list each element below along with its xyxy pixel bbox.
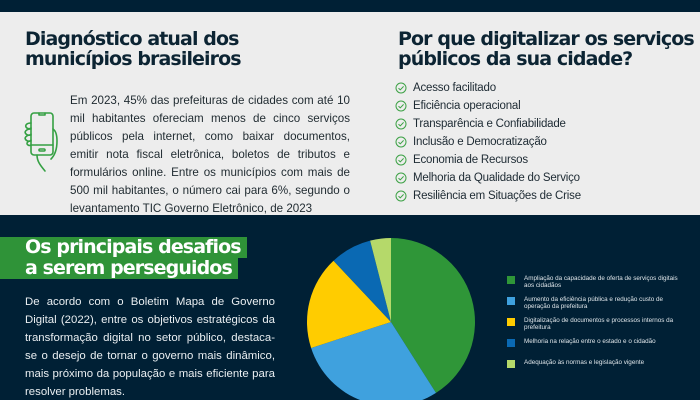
smartphone-in-hand-icon — [24, 112, 58, 172]
pie-slice — [391, 238, 475, 393]
diagnostic-title-line1: Diagnóstico atual dos — [25, 28, 239, 50]
check-circle-icon — [395, 190, 407, 202]
check-circle-icon — [395, 172, 407, 184]
legend-label: Aumento da eficiência pública e redução … — [524, 296, 663, 310]
benefit-item: Acesso facilitado — [395, 79, 581, 97]
pie-slice — [311, 322, 437, 400]
legend-item: Adequação às normas e legislação vigente — [507, 359, 684, 380]
check-circle-icon — [395, 100, 407, 112]
check-circle-icon — [395, 118, 407, 130]
legend-swatch — [507, 360, 515, 368]
pie-slice — [333, 240, 391, 322]
why-digitalize-title: Por que digitalizar os serviços públicos… — [398, 29, 698, 69]
benefits-list: Acesso facilitado Eficiência operacional… — [395, 79, 581, 205]
diagnostic-title-line2: municípios brasileiros — [25, 48, 242, 70]
legend-item: Aumento da eficiência pública e redução … — [507, 296, 684, 317]
why-title-line2: públicos da sua cidade? — [398, 48, 633, 70]
diagnostic-title: Diagnóstico atual dos municípios brasile… — [25, 29, 325, 69]
benefit-label: Eficiência operacional — [413, 100, 521, 112]
benefit-item: Transparência e Confiabilidade — [395, 115, 581, 133]
benefit-label: Melhoria da Qualidade do Serviço — [413, 172, 580, 184]
benefit-label: Acesso facilitado — [413, 82, 496, 94]
benefit-item: Inclusão e Democratização — [395, 133, 581, 151]
legend-swatch — [507, 276, 515, 284]
benefit-item: Resiliência em Situações de Crise — [395, 187, 581, 205]
benefit-item: Eficiência operacional — [395, 97, 581, 115]
legend-item: Digitalização de documentos e processos … — [507, 317, 684, 338]
challenges-title: Os principais desafios a serem perseguid… — [0, 237, 247, 279]
challenges-text: De acordo com o Boletim Mapa de Governo … — [25, 296, 275, 398]
diagnostic-text: Em 2023, 45% das prefeituras de cidades … — [70, 94, 350, 215]
benefit-item: Economia de Recursos — [395, 151, 581, 169]
challenges-title-line1: Os principais desafios — [0, 237, 247, 258]
challenges-title-line2: a serem perseguidos — [0, 258, 238, 279]
benefit-label: Inclusão e Democratização — [413, 136, 547, 148]
light-section — [0, 12, 700, 215]
benefit-item: Melhoria da Qualidade do Serviço — [395, 169, 581, 187]
legend-item: Melhoria na relação entre o estado e o c… — [507, 338, 684, 359]
top-bar — [0, 0, 700, 12]
benefit-label: Transparência e Confiabilidade — [413, 118, 566, 130]
legend-swatch — [507, 339, 515, 347]
legend-item: Ampliação da capacidade de oferta de ser… — [507, 275, 684, 296]
check-circle-icon — [395, 154, 407, 166]
pie-slice — [370, 238, 391, 322]
benefit-label: Resiliência em Situações de Crise — [413, 190, 581, 202]
benefit-label: Economia de Recursos — [413, 154, 528, 166]
objectives-pie-chart — [307, 238, 475, 400]
check-circle-icon — [395, 82, 407, 94]
legend-label: Melhoria na relação entre o estado e o c… — [524, 338, 656, 345]
pie-slice — [307, 260, 391, 348]
legend-label: Ampliação da capacidade de oferta de ser… — [524, 275, 678, 289]
legend-label: Adequação às normas e legislação vigente — [524, 359, 645, 366]
legend-swatch — [507, 318, 515, 326]
legend-swatch — [507, 297, 515, 305]
legend-label: Digitalização de documentos e processos … — [524, 317, 674, 331]
check-circle-icon — [395, 136, 407, 148]
why-title-line1: Por que digitalizar os serviços — [398, 28, 695, 50]
pie-legend: Ampliação da capacidade de oferta de ser… — [507, 275, 684, 380]
